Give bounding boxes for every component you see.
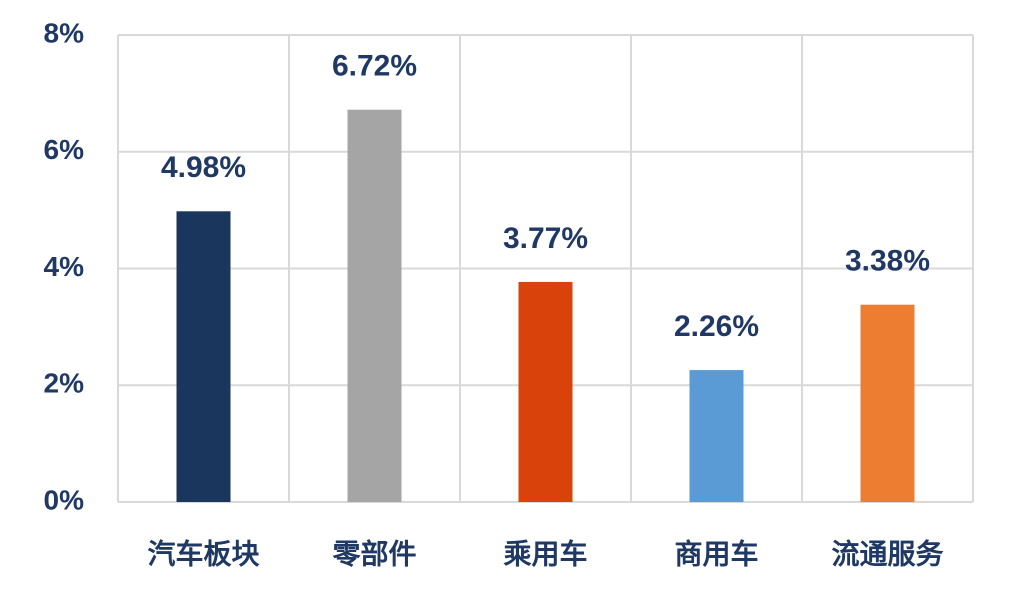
- value-label: 6.72%: [332, 50, 417, 83]
- bar: [860, 304, 915, 502]
- bar: [689, 370, 744, 502]
- y-tick-label: 8%: [44, 17, 85, 48]
- bar: [347, 109, 402, 502]
- x-tick-label: 零部件: [332, 538, 416, 569]
- x-tick-label: 流通服务: [831, 538, 943, 569]
- value-label: 3.77%: [503, 222, 588, 255]
- y-tick-label: 4%: [44, 251, 85, 282]
- x-tick-label: 汽车板块: [147, 537, 259, 569]
- y-tick-label: 2%: [44, 368, 85, 399]
- bar: [176, 211, 231, 503]
- y-tick-label: 6%: [44, 134, 85, 165]
- bar: [518, 281, 573, 502]
- x-tick-label: 商用车: [674, 537, 758, 569]
- x-tick-label: 乘用车: [503, 537, 587, 569]
- y-tick-label: 0%: [44, 484, 85, 515]
- value-label: 2.26%: [674, 310, 759, 343]
- value-label: 3.38%: [845, 245, 930, 278]
- value-label: 4.98%: [161, 151, 246, 184]
